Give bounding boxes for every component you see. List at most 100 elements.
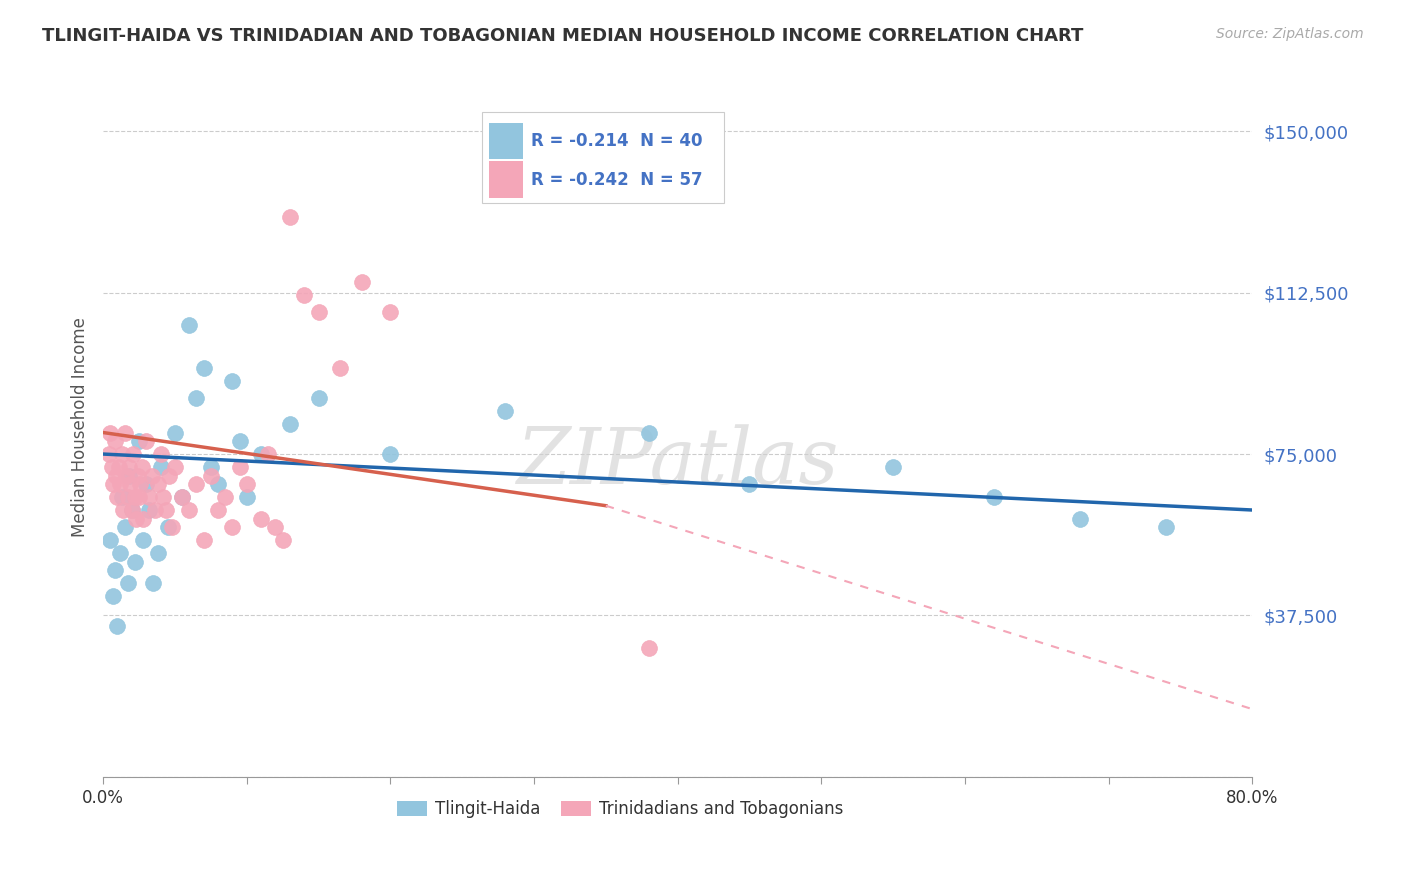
Point bbox=[104, 434, 127, 449]
Point bbox=[214, 490, 236, 504]
Point bbox=[114, 520, 136, 534]
Point bbox=[350, 275, 373, 289]
Point bbox=[228, 434, 250, 449]
Text: R = -0.242  N = 57: R = -0.242 N = 57 bbox=[530, 170, 702, 188]
Point bbox=[380, 447, 402, 461]
Point bbox=[108, 460, 131, 475]
FancyBboxPatch shape bbox=[489, 161, 523, 198]
Point bbox=[278, 211, 301, 225]
Point bbox=[105, 468, 128, 483]
Point bbox=[228, 460, 250, 475]
Point bbox=[155, 503, 177, 517]
Point bbox=[278, 417, 301, 431]
Point bbox=[257, 447, 280, 461]
Point bbox=[121, 503, 143, 517]
Point bbox=[186, 477, 208, 491]
Point bbox=[308, 391, 330, 405]
Text: R = -0.214  N = 40: R = -0.214 N = 40 bbox=[530, 132, 702, 150]
Point bbox=[127, 468, 149, 483]
Point bbox=[103, 477, 125, 491]
Point bbox=[380, 305, 402, 319]
Point bbox=[114, 425, 136, 440]
Point bbox=[118, 468, 141, 483]
Point bbox=[122, 447, 145, 461]
Point bbox=[135, 434, 157, 449]
Point bbox=[221, 374, 243, 388]
Point bbox=[156, 520, 179, 534]
Point bbox=[638, 425, 661, 440]
Text: Source: ZipAtlas.com: Source: ZipAtlas.com bbox=[1216, 27, 1364, 41]
Point bbox=[146, 477, 169, 491]
Y-axis label: Median Household Income: Median Household Income bbox=[72, 318, 89, 537]
Point bbox=[250, 511, 273, 525]
FancyBboxPatch shape bbox=[482, 112, 724, 203]
Point bbox=[117, 490, 139, 504]
Point bbox=[179, 503, 201, 517]
FancyBboxPatch shape bbox=[489, 123, 523, 160]
Point bbox=[308, 305, 330, 319]
Point bbox=[143, 503, 166, 517]
Point bbox=[120, 477, 142, 491]
Point bbox=[1069, 511, 1091, 525]
Point bbox=[125, 511, 148, 525]
Point bbox=[193, 361, 215, 376]
Point bbox=[179, 318, 201, 332]
Point bbox=[149, 447, 172, 461]
Point bbox=[128, 434, 150, 449]
Point bbox=[329, 361, 352, 376]
Point bbox=[292, 287, 315, 301]
Point bbox=[117, 576, 139, 591]
Point bbox=[103, 589, 125, 603]
Point bbox=[738, 477, 761, 491]
Point bbox=[494, 404, 516, 418]
Point bbox=[146, 546, 169, 560]
Point bbox=[107, 619, 129, 633]
Text: ZIPatlas: ZIPatlas bbox=[516, 424, 839, 500]
Point bbox=[138, 503, 160, 517]
Point bbox=[1154, 520, 1177, 534]
Point bbox=[121, 503, 143, 517]
Point bbox=[98, 425, 121, 440]
Point bbox=[200, 468, 222, 483]
Point bbox=[152, 490, 174, 504]
Point bbox=[100, 460, 122, 475]
Point bbox=[271, 533, 294, 548]
Point bbox=[193, 533, 215, 548]
Text: TLINGIT-HAIDA VS TRINIDADIAN AND TOBAGONIAN MEDIAN HOUSEHOLD INCOME CORRELATION : TLINGIT-HAIDA VS TRINIDADIAN AND TOBAGON… bbox=[42, 27, 1084, 45]
Point bbox=[128, 490, 150, 504]
Point bbox=[882, 460, 904, 475]
Point bbox=[149, 460, 172, 475]
Point bbox=[131, 460, 153, 475]
Point bbox=[124, 555, 146, 569]
Point bbox=[98, 533, 121, 548]
Point bbox=[132, 533, 155, 548]
Legend: Tlingit-Haida, Trinidadians and Tobagonians: Tlingit-Haida, Trinidadians and Tobagoni… bbox=[391, 793, 851, 824]
Point bbox=[264, 520, 287, 534]
Point bbox=[638, 640, 661, 655]
Point bbox=[118, 460, 141, 475]
Point bbox=[115, 468, 138, 483]
Point bbox=[110, 477, 132, 491]
Point bbox=[132, 511, 155, 525]
Point bbox=[163, 425, 186, 440]
Point bbox=[983, 490, 1005, 504]
Point bbox=[104, 563, 127, 577]
Point bbox=[138, 490, 160, 504]
Point bbox=[160, 520, 183, 534]
Point bbox=[141, 468, 163, 483]
Point bbox=[111, 490, 134, 504]
Point bbox=[163, 460, 186, 475]
Point bbox=[107, 490, 129, 504]
Point bbox=[200, 460, 222, 475]
Point bbox=[207, 503, 229, 517]
Point bbox=[110, 546, 132, 560]
Point bbox=[97, 447, 120, 461]
Point bbox=[157, 468, 180, 483]
Point bbox=[186, 391, 208, 405]
Point bbox=[172, 490, 194, 504]
Point bbox=[236, 490, 259, 504]
Point bbox=[207, 477, 229, 491]
Point bbox=[172, 490, 194, 504]
Point bbox=[142, 576, 165, 591]
Point bbox=[135, 477, 157, 491]
